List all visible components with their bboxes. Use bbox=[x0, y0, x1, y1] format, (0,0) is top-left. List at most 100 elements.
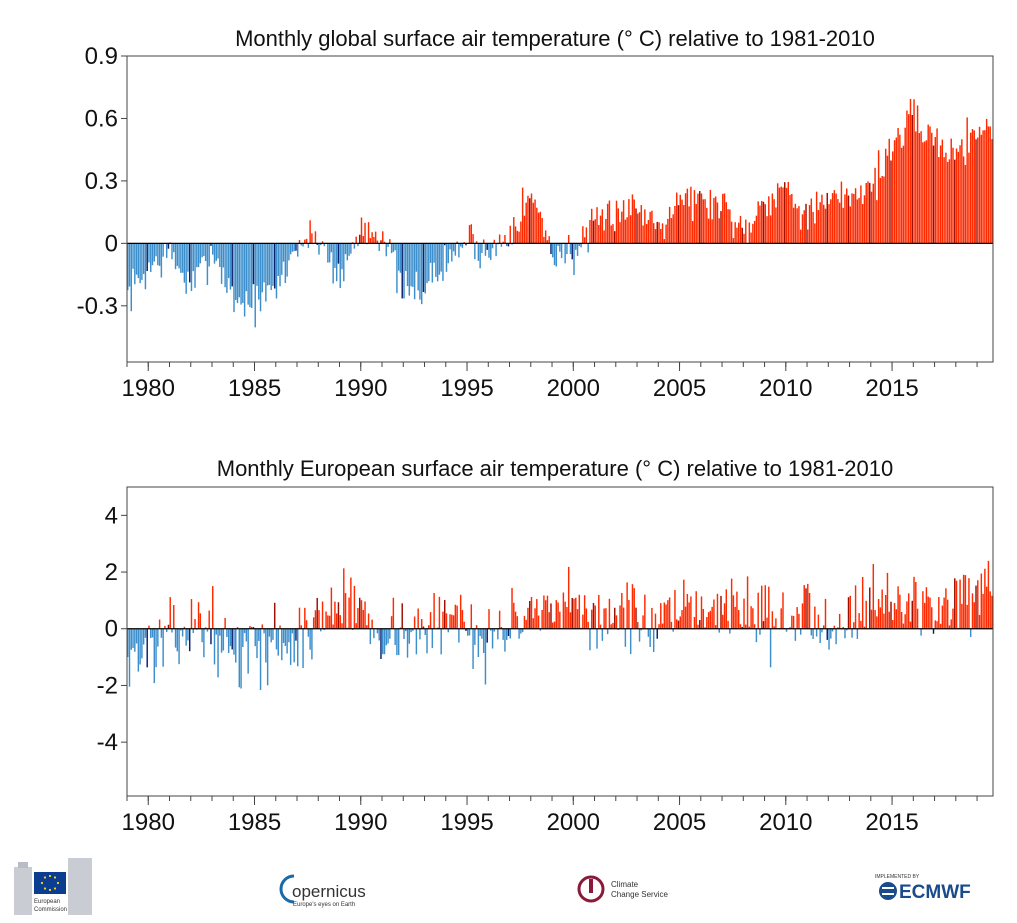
global-bar bbox=[281, 243, 283, 275]
global-bar bbox=[571, 243, 573, 260]
global-bar bbox=[815, 191, 818, 244]
global-bar bbox=[167, 243, 170, 249]
global-bar bbox=[348, 243, 350, 256]
global-bar bbox=[792, 207, 795, 244]
global-x-tick-label: 1990 bbox=[334, 375, 387, 402]
europe-bar bbox=[359, 597, 361, 629]
global-bar bbox=[525, 202, 527, 244]
europe-bar bbox=[330, 587, 333, 629]
europe-bar bbox=[752, 608, 754, 629]
europe-bar bbox=[668, 597, 671, 629]
global-bar bbox=[826, 192, 828, 244]
europe-bar bbox=[151, 628, 154, 638]
global-bar bbox=[690, 186, 692, 244]
global-bar bbox=[210, 243, 212, 246]
europe-bar bbox=[931, 607, 933, 629]
europe-bar bbox=[474, 628, 476, 645]
global-x-tick-label: 2015 bbox=[865, 375, 918, 402]
global-x-tick-label: 1995 bbox=[440, 375, 493, 402]
global-bar bbox=[938, 157, 940, 244]
europe-bar bbox=[286, 628, 288, 654]
global-bar bbox=[582, 226, 584, 244]
europe-bar bbox=[158, 619, 161, 629]
global-bar bbox=[401, 243, 403, 299]
global-bar bbox=[304, 239, 306, 244]
europe-bar bbox=[768, 586, 770, 629]
global-bar bbox=[206, 243, 209, 286]
global-bar bbox=[171, 243, 173, 260]
global-bar bbox=[927, 124, 929, 244]
global-bar bbox=[821, 194, 823, 244]
europe-bar bbox=[188, 628, 191, 652]
global-bar bbox=[128, 243, 131, 287]
europe-bar bbox=[256, 628, 258, 659]
europe-bar bbox=[403, 628, 405, 640]
europe-bar bbox=[870, 609, 873, 629]
global-bar bbox=[610, 225, 612, 244]
global-bar bbox=[273, 243, 276, 289]
global-bar bbox=[734, 222, 736, 244]
europe-bar bbox=[367, 613, 370, 629]
global-bar bbox=[575, 243, 577, 250]
global-bar bbox=[840, 181, 843, 244]
europe-bar bbox=[706, 617, 708, 629]
europe-bar bbox=[647, 628, 650, 637]
europe-bar bbox=[390, 616, 393, 629]
europe-bar bbox=[371, 619, 373, 629]
global-bar bbox=[190, 243, 193, 292]
global-bar bbox=[520, 221, 522, 244]
global-bar bbox=[544, 230, 547, 244]
europe-bar bbox=[922, 591, 924, 629]
europe-bar bbox=[709, 610, 712, 629]
europe-bar bbox=[212, 586, 214, 629]
global-bar bbox=[334, 243, 336, 268]
europe-bar bbox=[683, 579, 685, 629]
europe-bar bbox=[895, 609, 898, 629]
global-plot-frame bbox=[126, 55, 994, 363]
europe-bar bbox=[945, 588, 947, 629]
europe-bar bbox=[876, 616, 878, 629]
global-bar bbox=[459, 243, 462, 247]
europe-bar bbox=[796, 607, 798, 629]
europe-bar bbox=[422, 626, 425, 629]
europe-bar bbox=[766, 617, 768, 629]
c3s-line2: Change Service bbox=[611, 890, 668, 899]
europe-bar bbox=[713, 599, 715, 629]
global-bar bbox=[187, 243, 189, 272]
europe-bar bbox=[567, 566, 570, 629]
europe-x-tick-label: 1995 bbox=[440, 809, 493, 836]
global-bar bbox=[367, 222, 370, 244]
europe-bar bbox=[727, 620, 729, 629]
global-x-tick-label: 2010 bbox=[759, 375, 812, 402]
global-bar bbox=[601, 209, 604, 244]
europe-bar bbox=[348, 597, 350, 629]
europe-bar bbox=[249, 626, 251, 629]
europe-bar bbox=[396, 628, 398, 656]
c3s-thermometer-icon bbox=[577, 875, 605, 903]
europe-bar bbox=[916, 608, 919, 629]
europe-bar bbox=[879, 607, 882, 629]
global-bar bbox=[745, 219, 747, 244]
global-bar bbox=[144, 243, 147, 290]
global-bar bbox=[428, 243, 430, 282]
europe-bar bbox=[861, 576, 864, 629]
global-bar bbox=[660, 228, 662, 244]
europe-bar bbox=[325, 611, 327, 629]
europe-bar bbox=[594, 605, 596, 629]
global-bar bbox=[881, 175, 883, 244]
europe-bar bbox=[991, 595, 993, 629]
europe-bar bbox=[268, 628, 271, 637]
global-bar bbox=[158, 243, 161, 266]
global-bar bbox=[621, 211, 623, 244]
europe-bar bbox=[258, 628, 260, 641]
global-bar bbox=[624, 219, 627, 244]
europe-bar bbox=[385, 628, 388, 646]
global-bar bbox=[275, 243, 278, 299]
europe-bar bbox=[660, 603, 662, 629]
global-bar bbox=[812, 212, 814, 244]
europe-bar bbox=[215, 628, 217, 635]
europe-chart-title: Monthly European surface air temperature… bbox=[217, 456, 893, 481]
global-bar bbox=[378, 243, 380, 252]
global-bar bbox=[911, 114, 913, 244]
global-bar bbox=[762, 201, 765, 244]
